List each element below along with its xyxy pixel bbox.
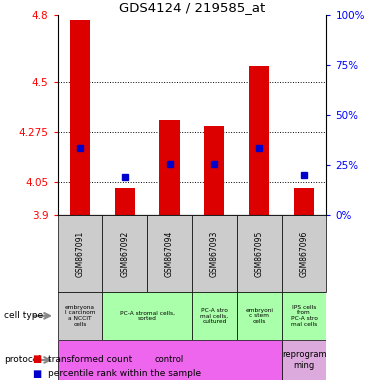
FancyBboxPatch shape xyxy=(147,215,192,292)
Text: ■: ■ xyxy=(33,369,42,379)
FancyBboxPatch shape xyxy=(237,215,282,292)
FancyBboxPatch shape xyxy=(282,292,326,340)
Text: embryona
l carcinom
a NCCIT
cells: embryona l carcinom a NCCIT cells xyxy=(65,305,95,327)
FancyBboxPatch shape xyxy=(282,340,326,380)
FancyBboxPatch shape xyxy=(58,215,102,292)
Bar xyxy=(160,120,180,215)
FancyBboxPatch shape xyxy=(237,292,282,340)
Text: IPS cells
from
PC-A stro
mal cells: IPS cells from PC-A stro mal cells xyxy=(290,305,318,327)
Bar xyxy=(115,189,135,215)
Title: GDS4124 / 219585_at: GDS4124 / 219585_at xyxy=(119,1,265,14)
Text: GSM867091: GSM867091 xyxy=(75,230,85,276)
Text: control: control xyxy=(155,356,184,364)
FancyBboxPatch shape xyxy=(102,215,147,292)
Text: percentile rank within the sample: percentile rank within the sample xyxy=(48,369,201,378)
Text: ■: ■ xyxy=(33,354,42,364)
Text: transformed count: transformed count xyxy=(48,354,132,364)
Text: cell type: cell type xyxy=(4,311,43,320)
Text: reprogram
ming: reprogram ming xyxy=(282,350,326,370)
FancyBboxPatch shape xyxy=(102,292,192,340)
Text: GSM867092: GSM867092 xyxy=(120,230,129,276)
FancyBboxPatch shape xyxy=(58,292,102,340)
Text: GSM867095: GSM867095 xyxy=(255,230,264,276)
FancyBboxPatch shape xyxy=(192,215,237,292)
Text: GSM867096: GSM867096 xyxy=(299,230,309,276)
FancyBboxPatch shape xyxy=(58,340,282,380)
Bar xyxy=(249,66,269,215)
Text: protocol: protocol xyxy=(4,356,41,364)
FancyBboxPatch shape xyxy=(192,292,237,340)
Text: GSM867093: GSM867093 xyxy=(210,230,219,276)
Text: embryoni
c stem
cells: embryoni c stem cells xyxy=(245,308,273,324)
Bar xyxy=(70,20,90,215)
Text: PC-A stromal cells,
sorted: PC-A stromal cells, sorted xyxy=(120,310,175,321)
FancyBboxPatch shape xyxy=(282,215,326,292)
Text: PC-A stro
mal cells,
cultured: PC-A stro mal cells, cultured xyxy=(200,308,229,324)
Bar xyxy=(204,126,224,215)
Bar xyxy=(294,189,314,215)
Text: GSM867094: GSM867094 xyxy=(165,230,174,276)
